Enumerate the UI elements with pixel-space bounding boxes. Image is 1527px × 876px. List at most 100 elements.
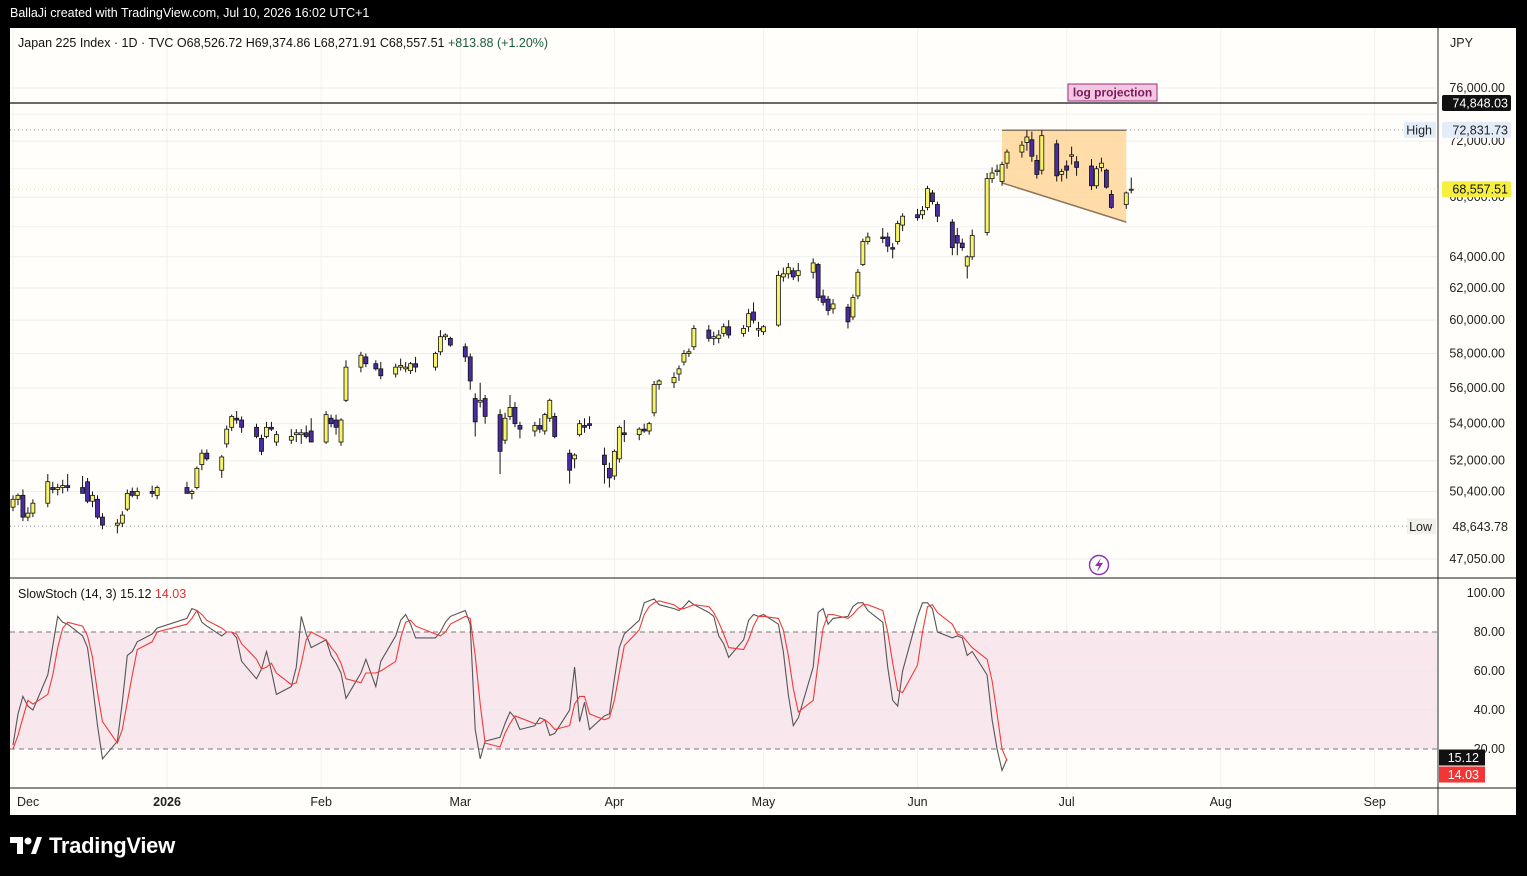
candle-down — [85, 481, 90, 502]
candle-down — [582, 425, 587, 428]
chart-canvas[interactable]: 76,000.0072,000.0068,000.0064,000.0062,0… — [10, 28, 1516, 815]
candle-up — [403, 366, 409, 370]
candle-up — [969, 235, 975, 258]
candle-down — [254, 426, 259, 437]
ohlc-change: +813.88 (+1.20%) — [445, 36, 549, 50]
price-tick-label: 60,000.00 — [1449, 313, 1505, 327]
candle-up — [900, 215, 906, 226]
candle-up — [721, 326, 727, 334]
ohlc-open: 68,526.72 — [187, 36, 243, 50]
price-tick-label: 47,050.00 — [1449, 552, 1505, 566]
candle-up — [1099, 162, 1104, 168]
candle-down — [1108, 193, 1114, 208]
candle-up — [507, 407, 513, 417]
candles — [10, 130, 1134, 534]
candle-up — [433, 353, 438, 368]
candle-down — [1029, 139, 1035, 157]
candle-down — [20, 494, 26, 518]
stoch-k-value: 15.12 — [120, 587, 151, 601]
candle-down — [259, 437, 264, 452]
candle-up — [45, 481, 51, 504]
candle-up — [442, 334, 448, 338]
candle-down — [935, 204, 940, 217]
candle-up — [711, 336, 717, 339]
candle-up — [1094, 168, 1099, 187]
attribution-text: BallaJi created with TradingView.com, Ju… — [10, 6, 370, 20]
stoch-legend: SlowStoch (14, 3) 15.12 14.03 — [18, 587, 186, 601]
candle-up — [502, 417, 508, 441]
candle-up — [343, 366, 349, 401]
last-price-badge-bg — [1442, 181, 1511, 198]
candle-up — [288, 436, 294, 441]
candle-down — [95, 498, 100, 518]
candle-down — [363, 356, 369, 365]
candle-up — [577, 423, 582, 436]
candle-up — [124, 492, 130, 510]
candle-up — [398, 365, 404, 368]
candle-down — [954, 235, 960, 244]
candle-down — [50, 487, 56, 490]
candle-up — [25, 512, 31, 518]
candle-up — [865, 236, 871, 242]
candle-down — [885, 236, 891, 247]
candle-down — [537, 425, 543, 430]
candle-up — [1039, 135, 1045, 171]
candle-down — [497, 414, 503, 452]
price-tick-label: 76,000.00 — [1449, 81, 1505, 95]
candle-down — [706, 329, 712, 339]
low-price-badge-bg — [1442, 518, 1511, 535]
candle-down — [949, 221, 955, 249]
candle-up — [547, 399, 553, 419]
candle-down — [815, 264, 821, 298]
stoch-d-badge: 14.03 — [1448, 768, 1479, 782]
candle-up — [775, 274, 781, 326]
stoch-tick-label: 60.00 — [1474, 664, 1505, 678]
candle-down — [1074, 161, 1079, 168]
candle-down — [333, 419, 339, 428]
candle-up — [338, 419, 344, 443]
candle-down — [373, 363, 379, 370]
candle-up — [920, 209, 925, 216]
candle-up — [542, 414, 548, 432]
candle-up — [194, 467, 200, 488]
ohlc-low: 68,271.91 — [321, 36, 377, 50]
candle-up — [219, 456, 225, 471]
candle-up — [656, 380, 662, 385]
candle-down — [149, 491, 155, 494]
labels: 74,848.03 72,831.73 48,643.78 68,557.51 High… — [18, 36, 1511, 783]
candle-up — [780, 273, 786, 278]
candle-up — [1024, 136, 1030, 143]
ohlc-h-label: H — [242, 36, 255, 50]
candle-up — [671, 377, 677, 384]
candle-up — [616, 426, 622, 460]
high-price-badge: 72,831.73 — [1452, 123, 1508, 137]
level-price-badge-bg — [1442, 95, 1511, 112]
candle-down — [462, 346, 468, 358]
candle-down — [726, 326, 732, 336]
stoch-tick-label: 100.00 — [1467, 586, 1505, 600]
candle-up — [10, 498, 16, 508]
candle-down — [1089, 165, 1094, 187]
stoch-tick-label: 80.00 — [1474, 625, 1505, 639]
candle-down — [1104, 169, 1109, 188]
candle-down — [234, 417, 240, 421]
tradingview-logo[interactable]: TradingView — [10, 833, 175, 859]
stoch-d-value: 14.03 — [155, 587, 186, 601]
candle-up — [964, 256, 970, 267]
candle-up — [1059, 171, 1065, 175]
candle-up — [323, 414, 329, 443]
candle-up — [830, 303, 836, 310]
stoch-k-badge: 15.12 — [1448, 751, 1479, 765]
candle-up — [994, 169, 1000, 172]
candle-down — [308, 430, 314, 443]
candle-down — [447, 337, 453, 346]
candle-down — [100, 516, 105, 526]
candle-down — [930, 192, 935, 202]
stoch-band-fill — [10, 632, 1437, 749]
price-tick-label: 52,000.00 — [1449, 454, 1505, 468]
candle-down — [890, 247, 896, 250]
candle-up — [293, 432, 299, 436]
stochastic-pane — [10, 598, 1437, 773]
candle-up — [224, 428, 230, 445]
candle-up — [756, 328, 761, 331]
